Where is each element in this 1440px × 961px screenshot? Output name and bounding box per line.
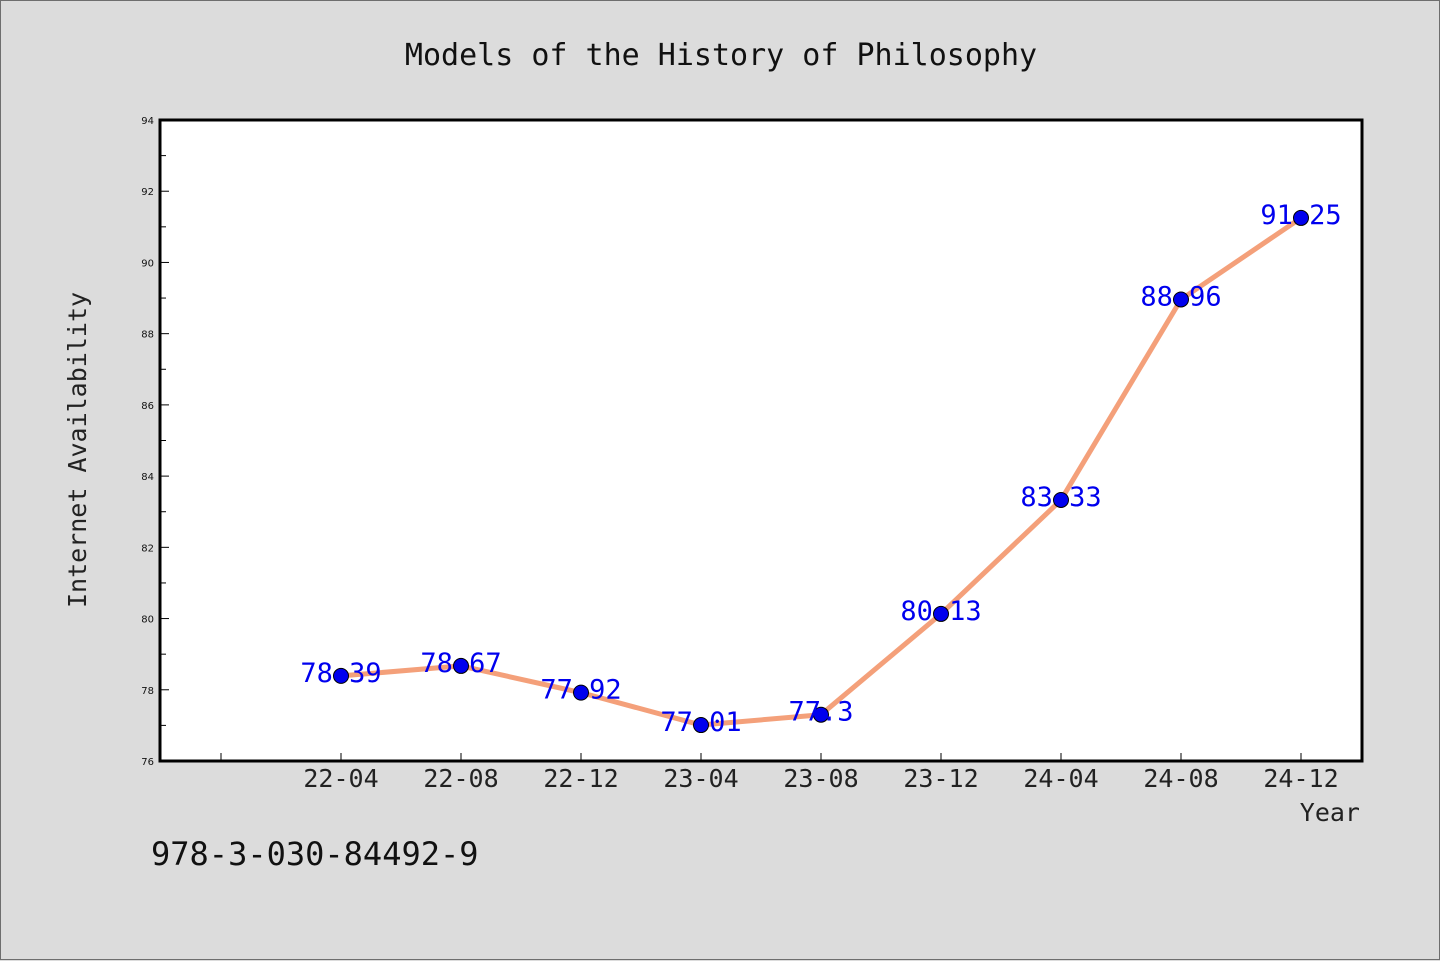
data-label: 77.3 [788, 697, 853, 728]
y-tick-label: 94 [141, 116, 154, 127]
y-tick-label: 88 [141, 330, 154, 341]
x-tick-label: 23-08 [783, 764, 858, 793]
x-tick-label: 22-04 [303, 764, 378, 793]
y-tick-label: 78 [141, 686, 154, 697]
x-tick-label: 23-04 [663, 764, 738, 793]
y-tick-label: 80 [141, 615, 154, 626]
x-tick-label: 24-04 [1023, 764, 1098, 793]
x-tick-label: 22-12 [543, 764, 618, 793]
x-tick-label: 24-12 [1263, 764, 1338, 793]
series-layer: 78.39 78.67 77.92 77.01 77.3 80.13 83.33 88.96 9… [300, 200, 1341, 738]
data-point [1053, 491, 1069, 508]
y-tick-label: 86 [141, 401, 154, 412]
y-tick-label: 90 [141, 258, 154, 269]
data-label: 91.25 [1260, 200, 1341, 231]
data-point [813, 706, 829, 723]
x-tick-label: 23-12 [903, 764, 978, 793]
data-point [933, 605, 949, 622]
data-point [693, 717, 709, 734]
data-point [573, 684, 589, 701]
data-label: 88.96 [1140, 281, 1221, 312]
data-point [453, 657, 469, 674]
x-axis-label: Year [1300, 798, 1360, 827]
y-tick-label: 92 [141, 187, 154, 198]
data-label: 83.33 [1020, 482, 1101, 513]
data-point [333, 667, 349, 684]
data-point [1293, 209, 1309, 226]
x-tick-label: 22-08 [423, 764, 498, 793]
plot-border [158, 118, 1364, 763]
x-tick-label: 24-08 [1143, 764, 1218, 793]
data-label: 77.01 [660, 707, 741, 738]
x-axis: 22-04 22-08 22-12 23-04 23-08 23-12 24-04 24-08… [220, 753, 1339, 793]
y-tick-label: 82 [141, 543, 154, 554]
data-label: 78.67 [420, 648, 501, 679]
chart-title: Models of the History of Philosophy [405, 38, 1037, 73]
y-axis-label: Internet Availability [63, 292, 92, 608]
data-label: 77.92 [540, 675, 621, 706]
data-point [1173, 291, 1189, 308]
y-tick-label: 76 [141, 757, 154, 768]
isbn-text: 978-3-030-84492-9 [151, 835, 479, 873]
y-tick-label: 84 [141, 472, 154, 483]
data-label: 78.39 [300, 658, 381, 689]
plot-area [160, 120, 1362, 761]
data-label: 80.13 [900, 596, 981, 627]
